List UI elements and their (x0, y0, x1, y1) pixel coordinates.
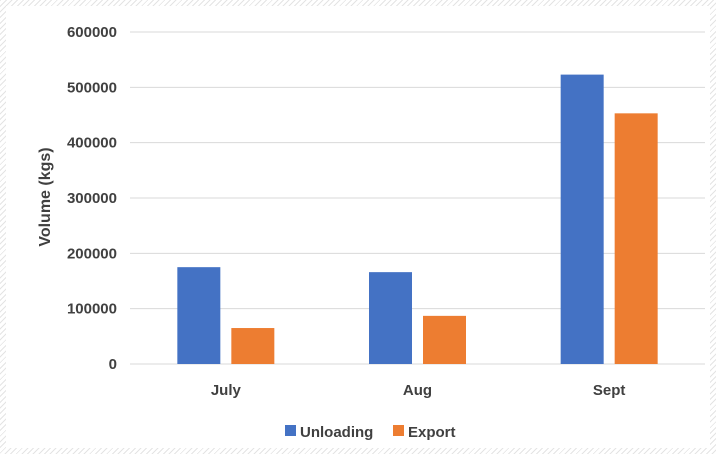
x-tick-label: Sept (593, 382, 626, 399)
y-tick-label: 500000 (67, 79, 117, 96)
bar-unloading-aug (369, 272, 412, 364)
y-tick-label: 400000 (67, 135, 117, 152)
bars (177, 74, 658, 365)
y-axis-ticks: 0 100000 200000 300000 400000 500000 600000 (67, 24, 117, 373)
legend-swatch-export (393, 425, 404, 436)
legend: Unloading Export (285, 424, 456, 441)
x-tick-label: July (211, 382, 242, 399)
y-tick-label: 600000 (67, 24, 117, 41)
bar-unloading-july (177, 267, 221, 364)
legend-label-unloading: Unloading (300, 424, 373, 441)
y-tick-label: 0 (109, 356, 117, 373)
y-tick-label: 200000 (67, 245, 117, 262)
legend-label-export: Export (408, 424, 456, 441)
x-axis-ticks: July Aug Sept (211, 382, 626, 399)
bar-export-july (231, 328, 275, 364)
bar-unloading-sept (560, 74, 604, 365)
y-tick-label: 300000 (67, 190, 117, 207)
y-tick-label: 100000 (67, 301, 117, 318)
y-axis-title: Volume (kgs) (37, 147, 54, 246)
bar-export-aug (423, 315, 466, 364)
gridlines (130, 31, 705, 365)
legend-swatch-unloading (285, 425, 296, 436)
bar-export-sept (614, 113, 658, 364)
x-tick-label: Aug (403, 382, 432, 399)
